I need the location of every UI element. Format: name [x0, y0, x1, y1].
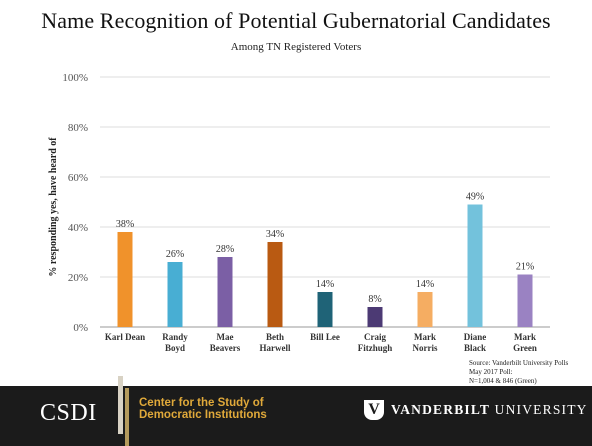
source-line-2: May 2017 Poll: [469, 368, 513, 376]
bar [217, 257, 233, 327]
x-tick-label: Karl Dean [105, 332, 145, 342]
csdi-name-line-2: Democratic Institutions [139, 409, 267, 421]
y-tick-label: 0% [73, 322, 88, 334]
data-label: 14% [316, 279, 334, 290]
bar [467, 204, 483, 327]
source-line-3: N=1,004 & 846 (Green) [469, 377, 537, 385]
chart-title: Name Recognition of Potential Gubernator… [41, 8, 551, 33]
x-tick-label: Mae Beavers [210, 332, 241, 353]
x-tick-label: Mark Green [513, 332, 537, 353]
csdi-logo-bar-light [118, 376, 123, 434]
footer-banner: CSDI Center for the Study of Democratic … [0, 376, 592, 446]
vanderbilt-wordmark-bold: VANDERBILT [391, 402, 491, 417]
y-tick-label: 100% [62, 72, 88, 84]
source-line-1: Source: Vanderbilt University Polls [469, 359, 569, 367]
data-label: 21% [516, 262, 534, 273]
bar [517, 274, 533, 327]
source-note: Source: Vanderbilt University Polls May … [469, 359, 568, 386]
csdi-name: Center for the Study of Democratic Insti… [139, 397, 267, 421]
y-tick-label: 40% [68, 222, 88, 234]
csdi-logo: CSDI [40, 400, 97, 426]
bar [367, 307, 383, 327]
data-label: 34% [266, 229, 284, 240]
x-tick-label: Randy Boyd [162, 332, 188, 353]
vanderbilt-wordmark: VANDERBILT UNIVERSITY [391, 402, 588, 418]
data-label: 28% [216, 244, 234, 255]
x-tick-label: Bill Lee [310, 332, 340, 342]
data-label: 8% [368, 294, 381, 305]
chart-subtitle: Among TN Registered Voters [230, 41, 362, 53]
data-label: 14% [416, 279, 434, 290]
bar [317, 292, 333, 327]
data-label: 49% [466, 192, 484, 203]
y-tick-label: 60% [68, 172, 88, 184]
csdi-logo-bar-gold [125, 388, 129, 446]
bar [167, 262, 183, 327]
bar [117, 232, 133, 327]
csdi-name-line-1: Center for the Study of [139, 397, 264, 409]
data-label: 38% [116, 219, 134, 230]
bar-chart: 0% 20% 40% 60% 80% 100% % responding yes, have… [48, 72, 550, 353]
x-tick-label: Diane Black [464, 332, 487, 353]
y-axis-label: % responding yes, have heard of [48, 137, 59, 277]
y-tick-label: 80% [68, 122, 88, 134]
vanderbilt-wordmark-rest: UNIVERSITY [494, 402, 588, 417]
bar [417, 292, 433, 327]
x-tick-label: Beth Harwell [260, 332, 291, 353]
data-label: 26% [166, 249, 184, 260]
y-tick-label: 20% [68, 272, 88, 284]
bar [267, 242, 283, 327]
vanderbilt-shield-icon: V [364, 400, 384, 420]
x-tick-label: Mark Norris [413, 332, 438, 353]
x-tick-label: Craig Fitzhugh [358, 332, 393, 353]
